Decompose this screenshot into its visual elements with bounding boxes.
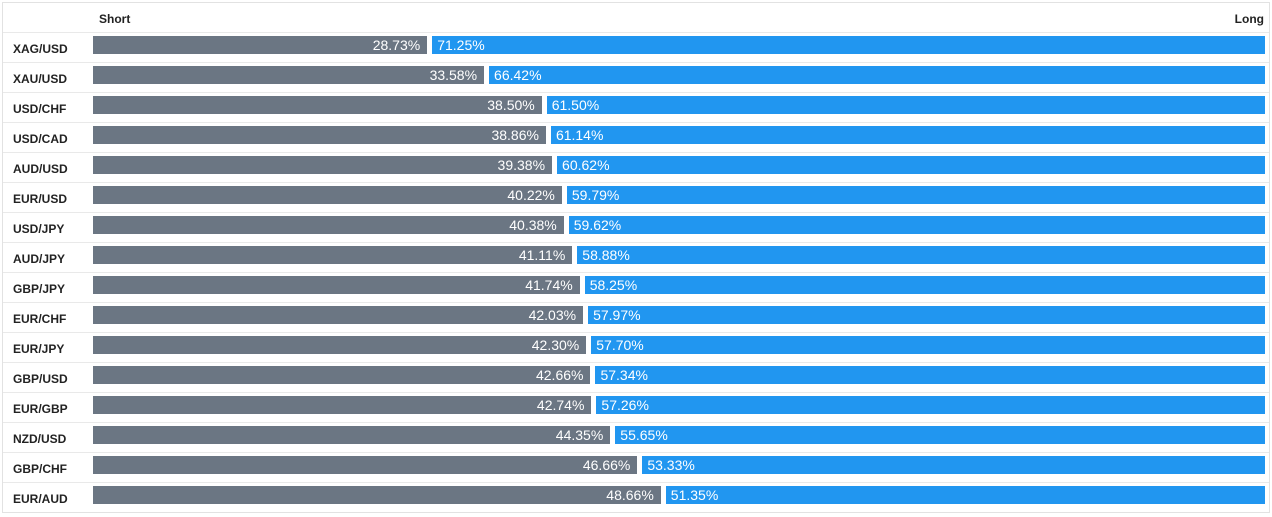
short-bar: 42.30% [93,336,587,354]
long-bar: 57.70% [591,336,1265,354]
long-bar: 59.79% [566,186,1265,204]
long-bar: 61.50% [546,96,1265,114]
long-bar: 51.35% [665,486,1265,504]
table-row: USD/JPY 40.38% 59.62% [3,212,1269,242]
table-row: EUR/JPY 42.30% 57.70% [3,332,1269,362]
short-bar: 48.66% [93,486,661,504]
table-row: EUR/AUD 48.66% 51.35% [3,482,1269,512]
pair-label: EUR/GBP [13,402,68,416]
table-row: GBP/CHF 46.66% 53.33% [3,452,1269,482]
short-header: Short [99,12,131,26]
long-bar: 53.33% [642,456,1265,474]
short-bar: 42.66% [93,366,591,384]
short-bar: 46.66% [93,456,638,474]
long-bar: 58.25% [584,276,1265,294]
long-bar: 60.62% [557,156,1265,174]
long-bar: 57.97% [588,306,1265,324]
table-row: NZD/USD 44.35% 55.65% [3,422,1269,452]
table-row: GBP/USD 42.66% 57.34% [3,362,1269,392]
table-row: GBP/JPY 41.74% 58.25% [3,272,1269,302]
short-bar: 40.38% [93,216,564,234]
short-bar: 28.73% [93,36,428,54]
long-bar: 57.26% [596,396,1265,414]
short-bar: 42.74% [93,396,592,414]
pair-label: EUR/USD [13,192,68,206]
table-row: EUR/GBP 42.74% 57.26% [3,392,1269,422]
short-bar: 39.38% [93,156,553,174]
table-row: AUD/USD 39.38% 60.62% [3,152,1269,182]
pair-label: GBP/CHF [13,462,67,476]
pair-label: EUR/CHF [13,312,67,326]
long-bar: 59.62% [568,216,1265,234]
long-header: Long [1234,12,1264,26]
table-row: XAU/USD 33.58% 66.42% [3,62,1269,92]
pair-label: AUD/USD [13,162,68,176]
pair-label: AUD/JPY [13,252,66,266]
short-bar: 38.50% [93,96,542,114]
pair-label: USD/CAD [13,132,68,146]
pair-label: NZD/USD [13,432,67,446]
short-bar: 40.22% [93,186,562,204]
table-row: XAG/USD 28.73% 71.25% [3,32,1269,62]
pair-label: EUR/AUD [13,492,68,506]
pair-label: XAG/USD [13,42,68,56]
short-bar: 33.58% [93,66,485,84]
short-bar: 41.11% [93,246,573,264]
long-bar: 58.88% [577,246,1265,264]
long-bar: 66.42% [489,66,1265,84]
short-bar: 42.03% [93,306,584,324]
table-row: EUR/CHF 42.03% 57.97% [3,302,1269,332]
long-bar: 71.25% [432,36,1265,54]
pair-label: EUR/JPY [13,342,65,356]
pair-label: GBP/JPY [13,282,66,296]
table-row: AUD/JPY 41.11% 58.88% [3,242,1269,272]
short-bar: 38.86% [93,126,546,144]
table-row: USD/CHF 38.50% 61.50% [3,92,1269,122]
long-bar: 57.34% [595,366,1265,384]
long-bar: 61.14% [550,126,1265,144]
table-row: EUR/USD 40.22% 59.79% [3,182,1269,212]
short-bar: 41.74% [93,276,580,294]
pair-label: USD/JPY [13,222,65,236]
pair-label: XAU/USD [13,72,68,86]
long-bar: 55.65% [615,426,1265,444]
short-bar: 44.35% [93,426,611,444]
pair-label: USD/CHF [13,102,67,116]
pair-label: GBP/USD [13,372,68,386]
table-row: USD/CAD 38.86% 61.14% [3,122,1269,152]
